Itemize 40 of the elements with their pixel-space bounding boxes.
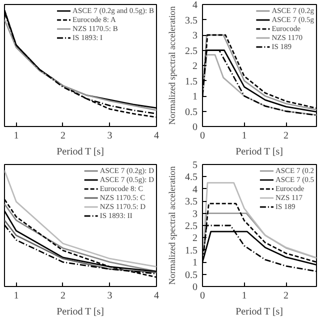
y-tick-label: 3 <box>192 30 198 42</box>
y-tick-label: 1.5 <box>185 76 198 88</box>
x-tick-label: 1 <box>242 290 247 302</box>
x-tick-label: 2 <box>284 130 289 142</box>
x-tick-label: 3 <box>107 130 112 142</box>
x-tick-label: 4 <box>154 290 159 302</box>
x-tick-label: 0 <box>200 130 205 142</box>
x-tick-label: 2 <box>60 290 66 302</box>
y-axis-title: Normalized spectral acceleration <box>167 6 177 125</box>
x-tick-label: 4 <box>154 130 159 142</box>
x-axis-title: Period T [s] <box>56 146 104 158</box>
y-tick-label: 4 <box>192 0 198 11</box>
y-tick-label: 3.5 <box>185 15 198 26</box>
x-tick-label: 3 <box>107 290 112 302</box>
y-axis-title: Normalized spectral acceleration <box>167 166 177 285</box>
x-tick-label: 1 <box>14 130 19 142</box>
y-tick-label: 1 <box>192 92 198 102</box>
x-tick-label: 1 <box>242 130 247 142</box>
x-axis-title: Period T [s] <box>236 306 284 318</box>
y-tick-label: 2 <box>192 61 198 72</box>
y-tick-label: 2.5 <box>185 221 198 232</box>
y-tick-label: 3 <box>192 208 198 220</box>
x-axis-title: Period T [s] <box>236 146 284 158</box>
y-tick-label: 2 <box>192 233 198 244</box>
y-tick-label: 3.5 <box>185 196 198 208</box>
y-tick-label: 1 <box>192 258 198 269</box>
x-tick-label: 0 <box>200 290 205 302</box>
y-tick-label: 4.5 <box>185 172 198 184</box>
x-tick-label: 1 <box>14 290 19 302</box>
y-tick-label: 0 <box>192 122 198 133</box>
y-tick-label: 5 <box>192 160 198 171</box>
x-tick-label: 2 <box>60 130 66 142</box>
x-tick-label: 2 <box>284 290 289 302</box>
y-tick-label: 1.5 <box>185 245 198 256</box>
y-tick-label: 2.5 <box>185 46 198 57</box>
x-axis-title: Period T [s] <box>56 306 104 318</box>
y-tick-label: 4 <box>192 184 198 196</box>
y-tick-label: 0.5 <box>185 270 198 281</box>
y-tick-label: 0 <box>192 282 198 293</box>
y-tick-label: 0.5 <box>185 106 198 118</box>
